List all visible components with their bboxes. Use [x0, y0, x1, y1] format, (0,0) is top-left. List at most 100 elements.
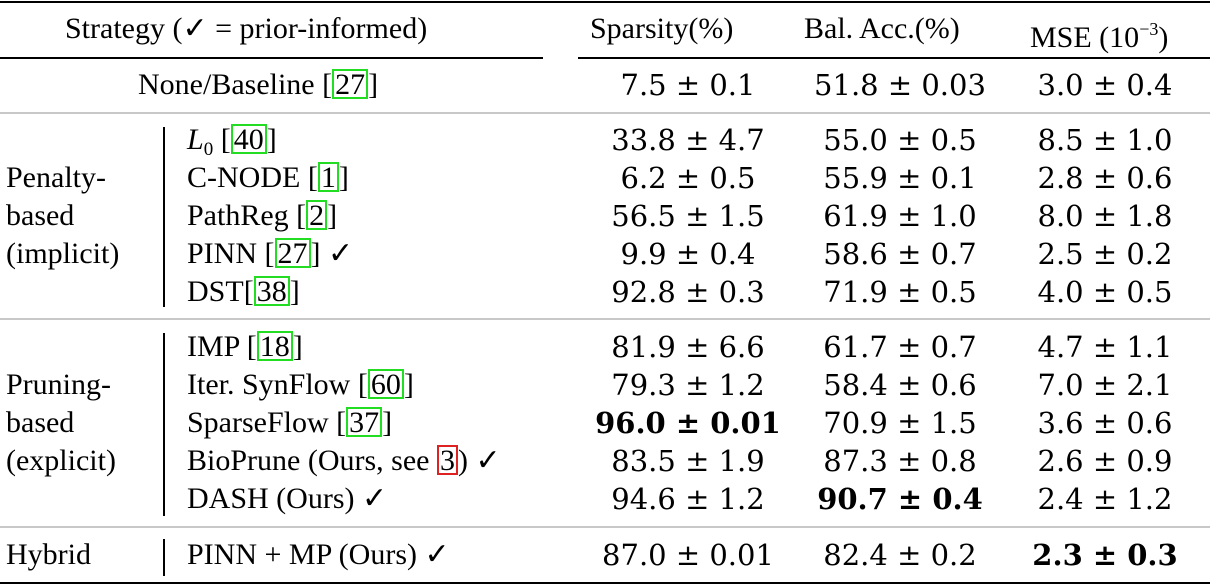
cell-bal-acc: 87.3 ± 0.8	[823, 444, 977, 478]
baseline-method: None/Baseline [	[138, 68, 333, 101]
header-mse-suffix: )	[1158, 21, 1169, 54]
method-label: L	[187, 123, 204, 156]
cell-bal-acc: 70.9 ± 1.5	[823, 406, 977, 440]
cell-bal-acc: 82.4 ± 0.2	[823, 538, 977, 572]
cell-bal-acc: 71.9 ± 0.5	[823, 275, 977, 309]
method-label: DASH (Ours)	[187, 482, 355, 515]
midrule-after-baseline	[0, 112, 1210, 114]
header-mse: MSE (10−3)	[1030, 10, 1168, 57]
bracket-open: [	[328, 406, 347, 439]
citation-link[interactable]: 27	[274, 238, 311, 269]
citation-link[interactable]: 60	[367, 369, 404, 400]
cell-bal-acc: 55.9 ± 0.1	[823, 161, 977, 195]
midrule-after-penalty	[0, 318, 1210, 320]
check-icon: ✓	[416, 538, 450, 571]
method-name: BioPrune (Ours, see 3) ✓	[187, 442, 501, 480]
citation-link[interactable]: 27	[332, 69, 369, 100]
baseline-bal-acc: 51.8 ± 0.03	[814, 68, 986, 102]
header-mse-exponent: −3	[1139, 19, 1159, 39]
cell-sparsity: 56.5 ± 1.5	[611, 199, 765, 233]
cell-mse: 8.5 ± 1.0	[1037, 123, 1173, 157]
cell-sparsity: 81.9 ± 6.6	[611, 330, 765, 364]
group-divider-hybrid	[163, 539, 165, 576]
group-label-penalty: Penalty- based (implicit)	[6, 161, 120, 270]
header-strategy: Strategy (✓ = prior-informed)	[65, 12, 428, 45]
bracket-open: [	[213, 123, 231, 156]
citation-link[interactable]: 1	[317, 162, 339, 193]
method-name: Iter. SynFlow [60]	[187, 366, 414, 404]
check-icon: ✓	[467, 444, 501, 477]
citation-link[interactable]: 18	[256, 331, 293, 362]
cell-bal-acc: 55.0 ± 0.5	[823, 123, 977, 157]
top-rule	[0, 1, 1210, 3]
cell-mse: 3.6 ± 0.6	[1037, 406, 1173, 440]
method-label: C-NODE	[187, 161, 301, 194]
header-bal-acc: Bal. Acc.(%)	[804, 12, 960, 45]
cell-sparsity: 94.6 ± 1.2	[611, 482, 765, 516]
bracket-open: [	[288, 199, 307, 232]
bracket-close: ]	[289, 275, 300, 308]
method-subscript: 0	[203, 139, 214, 160]
method-label: PINN + MP (Ours)	[187, 538, 417, 571]
check-icon: ✓	[354, 482, 388, 515]
cell-bal-acc: 58.4 ± 0.6	[823, 368, 977, 402]
bracket-open: [	[257, 237, 275, 270]
figure-ref-link[interactable]: 3	[436, 445, 458, 476]
bracket-close: ]	[292, 330, 303, 363]
bottom-rule	[0, 582, 1210, 584]
method-label: SparseFlow	[187, 406, 329, 439]
baseline-mse: 3.0 ± 0.4	[1037, 68, 1173, 102]
bracket-close: ]	[403, 368, 414, 401]
bracket-close: ]	[338, 161, 349, 194]
bracket-close: ]	[327, 199, 338, 232]
bracket-open: [	[350, 368, 368, 401]
cell-bal-acc: 58.6 ± 0.7	[823, 237, 977, 271]
bracket-open: [	[239, 330, 257, 363]
method-label: BioPrune (Ours, see	[187, 444, 437, 477]
midrule-after-pruning	[0, 526, 1210, 528]
method-name: L0 [40]	[187, 121, 277, 169]
method-label: PINN	[187, 237, 258, 270]
cell-sparsity: 92.8 ± 0.3	[611, 275, 765, 309]
cell-mse: 8.0 ± 1.8	[1037, 199, 1173, 233]
citation-link[interactable]: 37	[346, 407, 383, 438]
cell-bal-acc: 61.9 ± 1.0	[823, 199, 977, 233]
baseline-label: None/Baseline [27]	[138, 66, 378, 104]
cell-mse: 2.8 ± 0.6	[1037, 161, 1173, 195]
citation-link[interactable]: 38	[253, 276, 290, 307]
cell-bal-acc: 61.7 ± 0.7	[823, 330, 977, 364]
cell-mse: 2.6 ± 0.9	[1037, 444, 1173, 478]
cell-mse: 2.4 ± 1.2	[1037, 482, 1173, 516]
method-name: C-NODE [1]	[187, 159, 349, 197]
bracket-open: [	[300, 161, 318, 194]
method-label: Iter. SynFlow	[187, 368, 351, 401]
method-name: DASH (Ours) ✓	[187, 480, 387, 518]
method-label: DST	[187, 275, 244, 308]
group-divider-penalty	[163, 127, 165, 307]
group-label-hybrid: Hybrid	[6, 538, 91, 571]
cell-mse: 2.5 ± 0.2	[1037, 237, 1173, 271]
group-divider-pruning	[163, 333, 165, 516]
header-sparsity: Sparsity(%)	[590, 12, 734, 45]
cell-sparsity: 6.2 ± 0.5	[620, 161, 756, 195]
bracket-close: ]	[310, 237, 321, 270]
citation-link[interactable]: 2	[306, 200, 328, 231]
method-name: PINN + MP (Ours) ✓	[187, 536, 450, 574]
cell-mse: 2.3 ± 0.3	[1032, 538, 1178, 572]
bracket: ]	[368, 68, 379, 101]
method-name: IMP [18]	[187, 328, 303, 366]
cell-mse: 4.7 ± 1.1	[1037, 330, 1173, 364]
cell-bal-acc: 90.7 ± 0.4	[817, 482, 983, 516]
bracket-close: )	[457, 444, 468, 477]
cell-sparsity: 9.9 ± 0.4	[620, 237, 756, 271]
method-name: PathReg [2]	[187, 197, 337, 235]
method-name: DST[38]	[187, 273, 300, 311]
cmidrule-strategy	[0, 57, 543, 59]
bracket-close: ]	[382, 406, 393, 439]
method-label: PathReg	[187, 199, 289, 232]
citation-link[interactable]: 40	[230, 124, 267, 155]
cell-sparsity: 83.5 ± 1.9	[611, 444, 765, 478]
check-icon: ✓	[320, 237, 354, 270]
group-label-pruning: Pruning- based (explicit)	[6, 368, 116, 477]
cell-sparsity: 33.8 ± 4.7	[611, 123, 765, 157]
